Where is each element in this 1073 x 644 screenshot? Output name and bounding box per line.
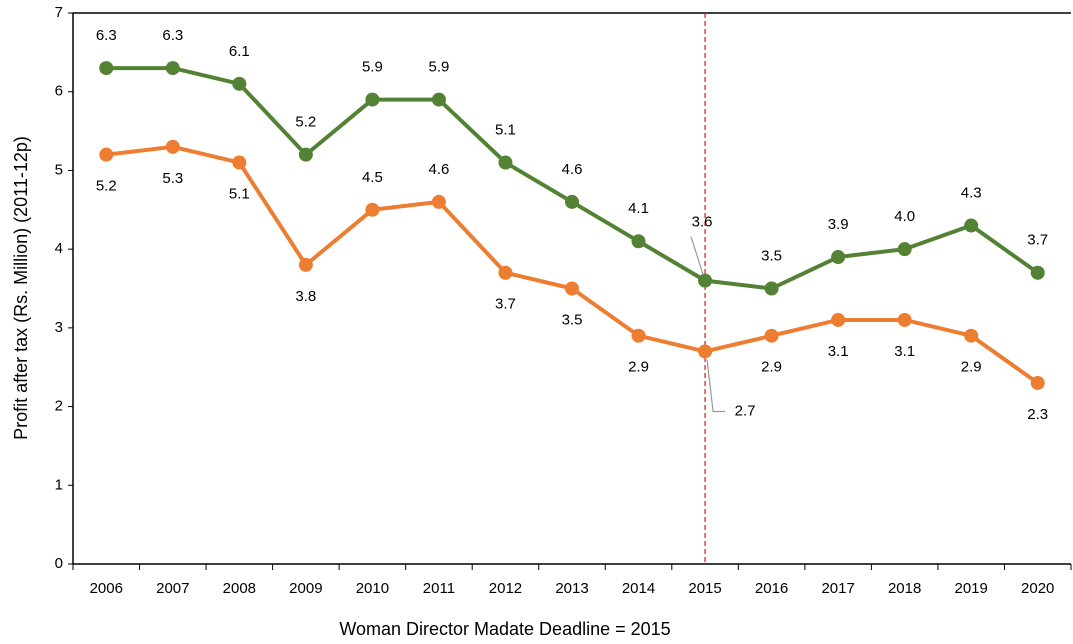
- data-label: 5.1: [495, 122, 516, 139]
- leader-line: [690, 236, 704, 275]
- data-label: 5.2: [295, 114, 316, 131]
- data-label: 4.5: [362, 169, 383, 186]
- y-tick-label: 1: [55, 476, 63, 493]
- data-label: 6.3: [96, 27, 117, 44]
- data-point: [165, 61, 180, 76]
- data-point: [431, 194, 446, 209]
- data-label: 3.9: [828, 216, 849, 233]
- data-point: [298, 257, 313, 272]
- data-label: 6.1: [229, 43, 250, 60]
- data-label: 5.2: [96, 178, 117, 195]
- y-tick-label: 4: [55, 240, 63, 257]
- x-axis-title: Woman Director Madate Deadline = 2015: [339, 619, 670, 639]
- x-tick-label: 2020: [1021, 580, 1054, 597]
- y-tick-label: 0: [55, 555, 63, 572]
- data-point: [764, 328, 779, 343]
- data-point: [365, 92, 380, 107]
- data-label: 2.9: [761, 359, 782, 376]
- x-tick-label: 2019: [955, 580, 988, 597]
- data-point: [698, 273, 713, 288]
- data-point: [831, 250, 846, 265]
- x-tick-label: 2014: [622, 580, 655, 597]
- x-tick-label: 2006: [90, 580, 123, 597]
- data-point: [1030, 375, 1045, 390]
- data-point: [964, 328, 979, 343]
- data-point: [565, 194, 579, 209]
- data-point: [498, 155, 513, 170]
- leader-line: [706, 359, 726, 413]
- data-point: [298, 147, 313, 162]
- data-label: 4.3: [961, 184, 982, 201]
- x-tick-label: 2010: [356, 580, 389, 597]
- y-tick-label: 2: [55, 398, 63, 415]
- data-point: [565, 281, 579, 296]
- y-tick-label: 7: [55, 4, 63, 21]
- data-label: 3.8: [295, 288, 316, 305]
- data-point: [165, 139, 180, 154]
- data-point: [498, 265, 513, 280]
- data-point: [631, 328, 646, 343]
- data-label: 2.9: [628, 359, 649, 376]
- data-label: 4.6: [429, 161, 450, 178]
- data-point: [831, 312, 846, 327]
- data-point: [897, 312, 912, 327]
- y-tick-label: 6: [55, 83, 63, 100]
- data-label: 3.6: [692, 214, 713, 231]
- x-tick-label: 2012: [489, 580, 522, 597]
- x-tick-label: 2016: [755, 580, 788, 597]
- x-tick-label: 2008: [223, 580, 256, 597]
- x-tick-label: 2009: [289, 580, 322, 597]
- x-tick-label: 2013: [555, 580, 588, 597]
- data-label: 3.1: [828, 343, 849, 360]
- data-label: 3.7: [1027, 232, 1048, 249]
- series-line: [106, 66, 1039, 291]
- data-point: [764, 281, 779, 296]
- data-point: [897, 242, 912, 257]
- data-label: 5.9: [362, 59, 383, 76]
- data-point: [431, 92, 446, 107]
- data-label: 4.0: [894, 208, 915, 225]
- data-point: [232, 155, 247, 170]
- data-point: [698, 344, 713, 359]
- y-axis-title: Profit after tax (Rs. Million) (2011-12p…: [11, 136, 31, 440]
- data-point: [365, 202, 380, 217]
- data-label: 3.5: [761, 247, 782, 264]
- data-point: [99, 147, 114, 162]
- data-label: 5.3: [162, 170, 183, 187]
- data-point: [232, 76, 247, 91]
- data-label: 2.9: [961, 359, 982, 376]
- data-label: 2.7: [735, 402, 756, 419]
- x-tick-label: 2017: [821, 580, 854, 597]
- data-label: 5.9: [429, 59, 450, 76]
- y-tick-label: 3: [55, 319, 63, 336]
- data-point: [964, 218, 979, 233]
- x-tick-label: 2015: [688, 580, 721, 597]
- x-tick-label: 2011: [423, 580, 455, 597]
- x-tick-label: 2007: [156, 580, 189, 597]
- data-label: 4.1: [628, 200, 649, 217]
- data-point: [631, 234, 646, 249]
- data-label: 2.3: [1027, 406, 1048, 423]
- data-point: [1030, 265, 1045, 280]
- data-label: 3.5: [562, 311, 583, 328]
- x-tick-label: 2018: [888, 580, 921, 597]
- data-point: [99, 61, 114, 76]
- data-label: 4.6: [562, 161, 583, 178]
- y-tick-label: 5: [55, 161, 63, 178]
- data-label: 5.1: [229, 186, 250, 203]
- data-label: 6.3: [162, 27, 183, 44]
- data-label: 3.7: [495, 296, 516, 313]
- data-label: 3.1: [894, 343, 915, 360]
